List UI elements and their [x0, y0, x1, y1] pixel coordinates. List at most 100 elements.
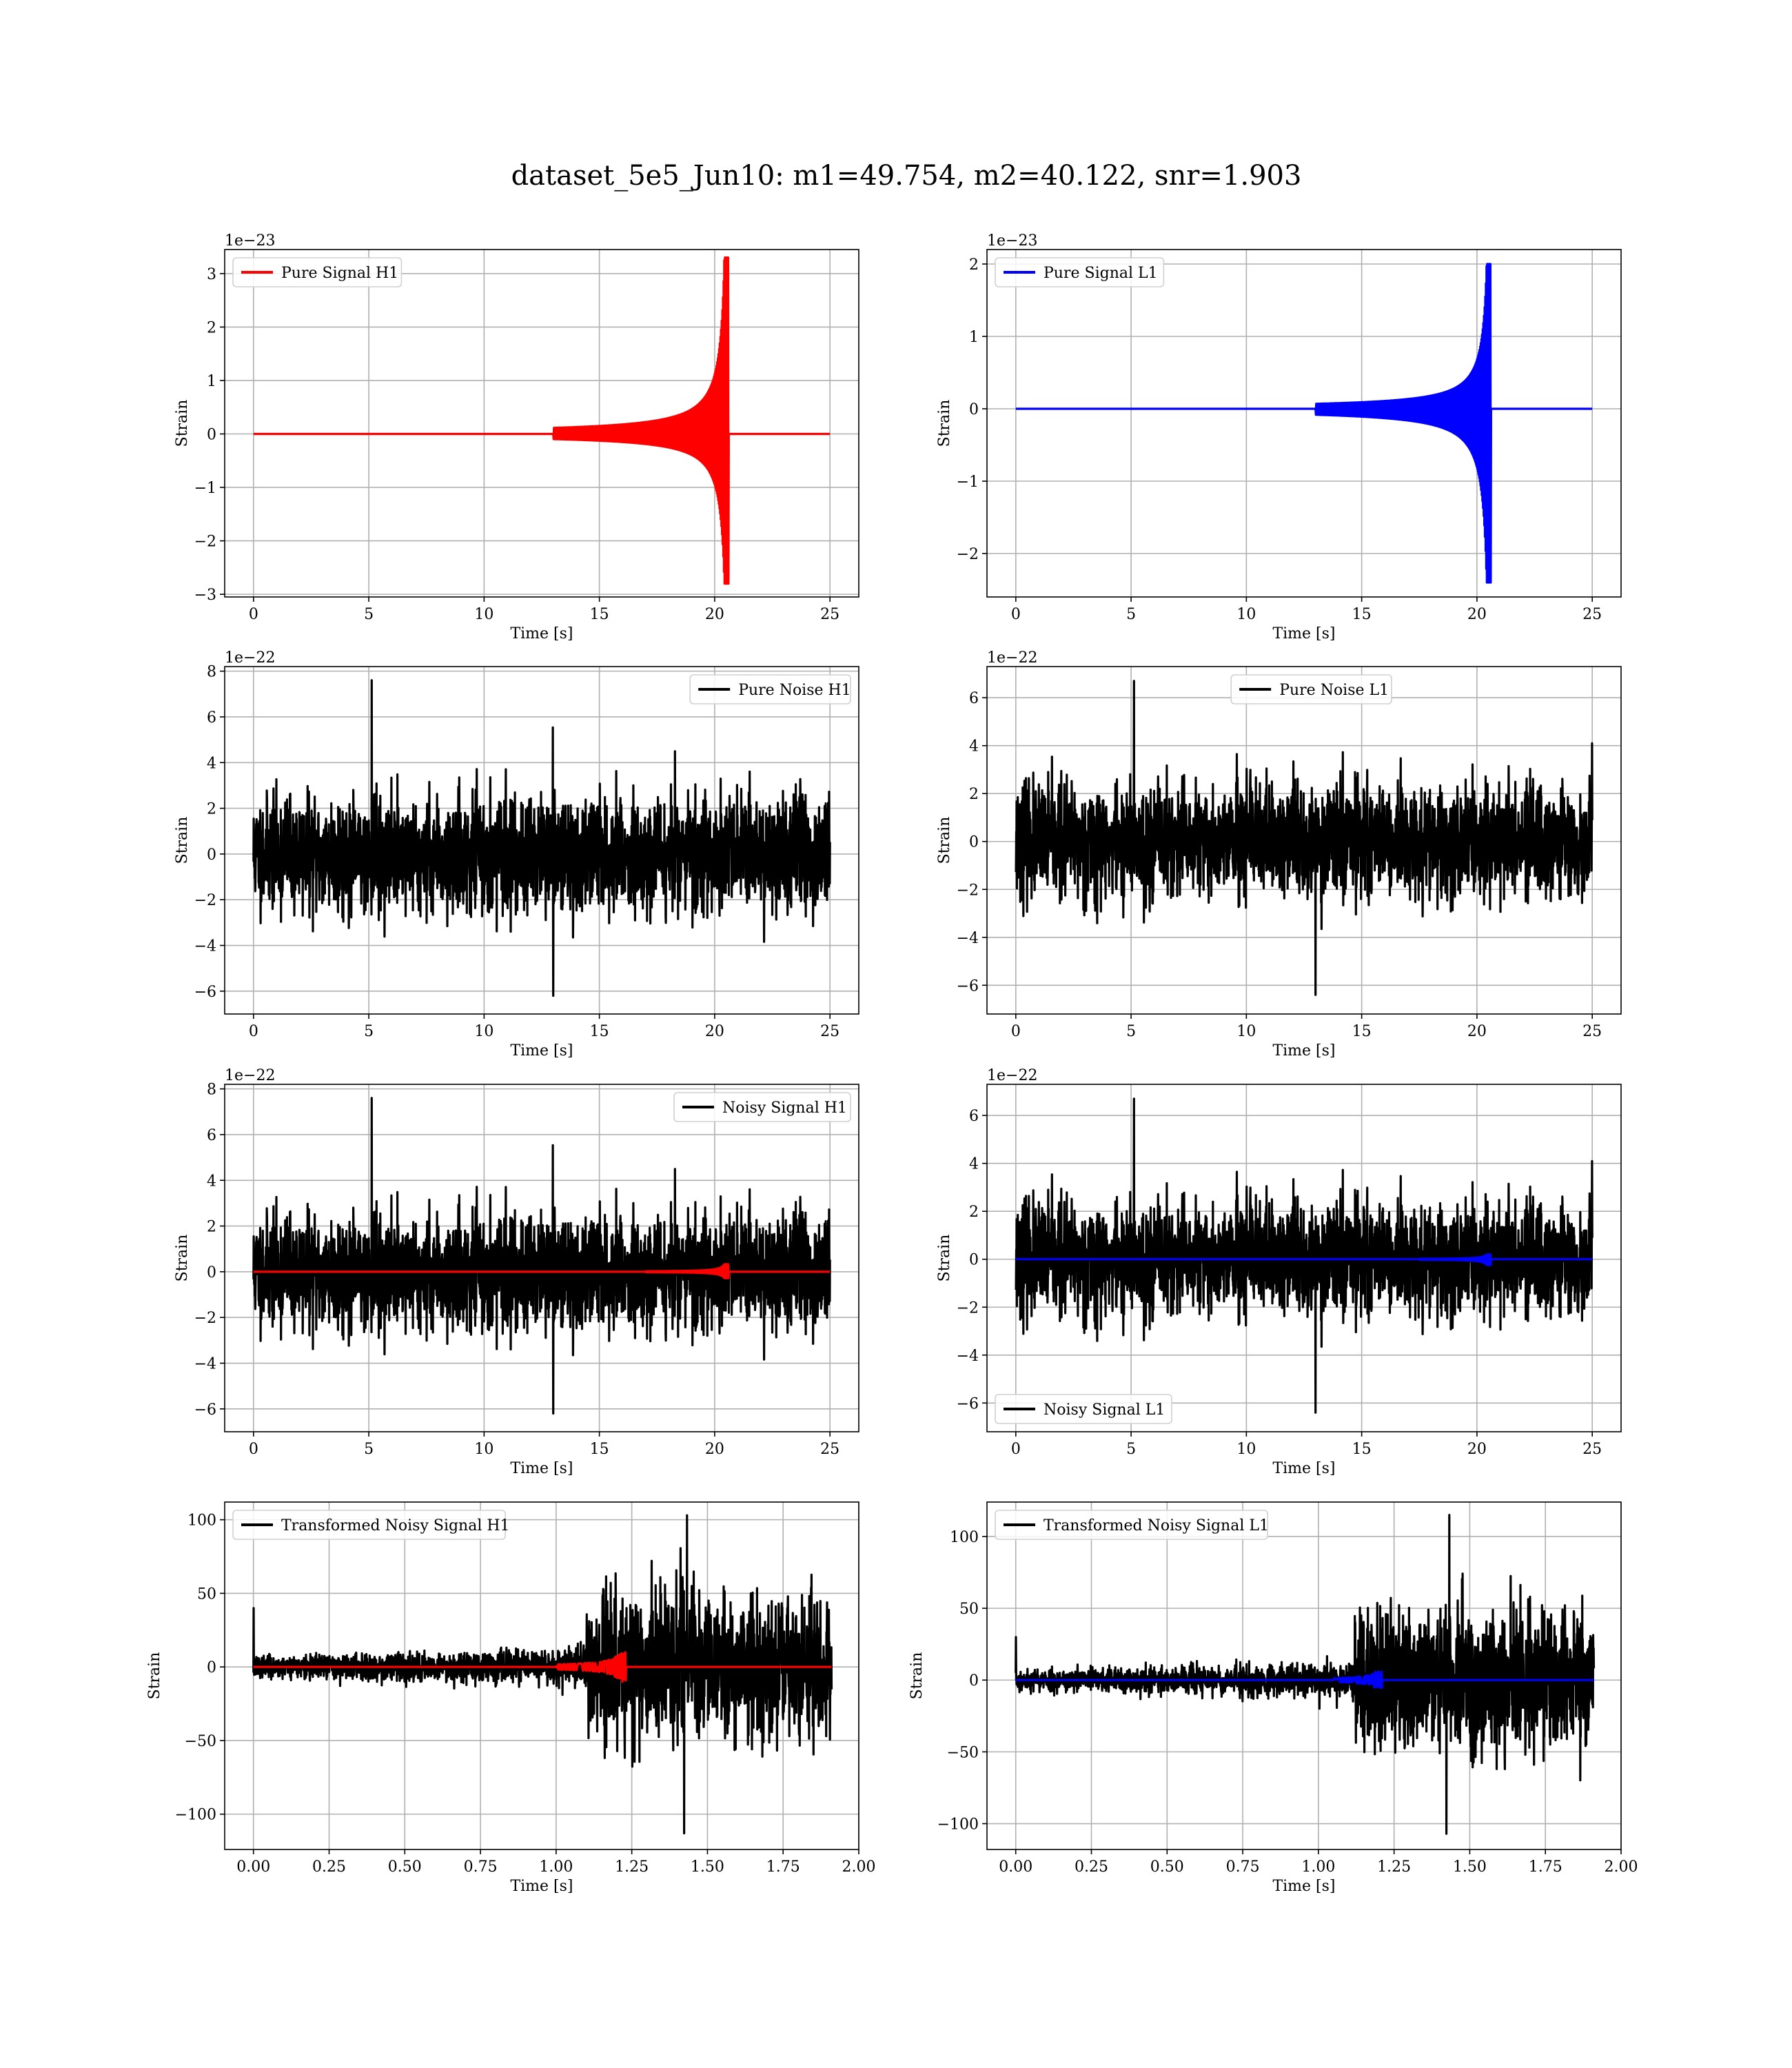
x-tick-label: 0	[1011, 1441, 1021, 1458]
y-tick-label: −1	[957, 474, 979, 491]
x-tick-label: 0.25	[1075, 1858, 1108, 1876]
legend-box	[995, 1510, 1269, 1540]
y-tick-label: 2	[969, 1204, 979, 1221]
y-tick-label: −1	[194, 480, 216, 497]
legend: Pure Noise L1	[1230, 674, 1392, 704]
axes-frame	[224, 249, 859, 598]
plot-area	[1015, 680, 1594, 996]
x-tick-label: 25	[820, 1023, 839, 1040]
x-tick-label: 10	[1236, 1023, 1256, 1040]
x-tick-label: 0	[1011, 606, 1021, 623]
x-tick-label: 10	[1236, 606, 1256, 623]
y-tick-label: −4	[194, 1356, 216, 1373]
x-tick-label: 0	[249, 1441, 258, 1458]
legend-box	[689, 674, 851, 704]
series-line-noisy-signal-l1	[1015, 1097, 1594, 1414]
x-tick-label: 15	[590, 1441, 609, 1458]
y-tick-label: 4	[207, 1173, 216, 1190]
y-tick-label: 4	[969, 738, 979, 756]
x-tick-label: 15	[1352, 1441, 1372, 1458]
x-tick-label: 10	[474, 1023, 493, 1040]
series-line-noisy-signal-h1	[252, 1097, 831, 1415]
y-tick-label: 0	[207, 1659, 216, 1676]
legend-box	[232, 257, 403, 287]
y-tick-label: 8	[207, 664, 216, 681]
y-tick-label: 4	[207, 755, 216, 772]
axes-frame	[224, 1084, 859, 1432]
legend: Noisy Signal H1	[673, 1092, 851, 1122]
y-tick-label: 1	[207, 373, 216, 390]
y-axis-label: Strain	[146, 1652, 163, 1700]
legend: Noisy Signal L1	[995, 1394, 1172, 1424]
y-tick-label: 2	[969, 256, 979, 274]
series-line-pure-signal-l1	[1015, 263, 1594, 584]
chart-panel-transformed-noisy-signal-h1: 0.00 0.25 0.50 0.75 1.00 1.25 1.50 1.75 2.00 −100…	[146, 1501, 875, 1895]
x-tick-label: 5	[364, 1023, 374, 1040]
y-axis-label: Strain	[936, 1235, 953, 1282]
plot-area	[1015, 1097, 1594, 1414]
x-tick-label: 20	[705, 1023, 724, 1040]
x-axis-label: Time [s]	[1272, 1878, 1335, 1895]
chart-panel-pure-signal-h1: 0 5 10 15 20 25 −3 −2 −1 0 1 2 3 Time [s] Strain 1e−23 P…	[174, 232, 859, 642]
y-axis-label: Strain	[936, 817, 953, 864]
plot-area	[252, 256, 831, 585]
x-tick-label: 10	[474, 1441, 493, 1458]
legend: Pure Signal H1	[232, 257, 403, 287]
series-line-pure-signal-h1	[252, 256, 831, 585]
legend-box	[1230, 674, 1392, 704]
legend-label: Pure Noise L1	[1279, 682, 1389, 699]
plot-area	[1015, 263, 1594, 584]
y-tick-label: 2	[207, 319, 216, 336]
legend-label: Noisy Signal L1	[1043, 1401, 1165, 1419]
y-tick-label: −2	[194, 892, 216, 909]
x-tick-label: 20	[1467, 1441, 1487, 1458]
y-tick-label: −50	[947, 1744, 979, 1761]
x-tick-label: 1.25	[615, 1858, 649, 1876]
y-tick-label: 4	[969, 1156, 979, 1173]
series-line-transformed-noisy-signal-h1	[252, 1514, 833, 1835]
axes-frame	[986, 1084, 1622, 1432]
legend: Pure Signal L1	[995, 257, 1165, 287]
x-tick-label: 1.25	[1377, 1858, 1411, 1876]
plot-area	[252, 1097, 831, 1415]
y-tick-label: 0	[969, 1672, 979, 1690]
legend-box	[673, 1092, 851, 1122]
plot-area	[252, 1514, 833, 1835]
x-tick-label: 5	[364, 1441, 374, 1458]
axis-offset-label: 1e−23	[987, 232, 1037, 250]
figure-title: dataset_5e5_Jun10: m1=49.754, m2=40.122,…	[511, 160, 1302, 192]
y-tick-label: −4	[957, 1348, 979, 1365]
y-tick-label: 50	[959, 1601, 979, 1618]
x-tick-label: 25	[1582, 606, 1602, 623]
x-tick-label: 0.50	[1150, 1858, 1184, 1876]
x-tick-label: 15	[1352, 606, 1372, 623]
y-axis-label: Strain	[174, 400, 191, 447]
x-tick-label: 5	[364, 606, 374, 623]
x-tick-label: 0.75	[1226, 1858, 1260, 1876]
y-tick-label: −2	[957, 1299, 979, 1317]
x-axis-label: Time [s]	[1272, 625, 1335, 642]
chart-panel-pure-noise-l1: 0 5 10 15 20 25 −6 −4 −2 0 2 4 6 Time [s] Strain 1e−22 P…	[936, 649, 1622, 1060]
x-tick-label: 15	[590, 606, 609, 623]
y-axis-label: Strain	[908, 1652, 926, 1700]
y-tick-label: −6	[194, 984, 216, 1001]
y-tick-label: 2	[969, 786, 979, 803]
y-tick-label: −100	[175, 1807, 216, 1824]
y-tick-label: −2	[957, 882, 979, 899]
axis-offset-label: 1e−22	[987, 1067, 1037, 1084]
legend: Pure Noise H1	[689, 674, 851, 704]
x-tick-label: 0	[249, 1023, 258, 1040]
y-tick-label: −6	[957, 977, 979, 995]
legend-label: Pure Signal L1	[1043, 265, 1158, 282]
x-tick-label: 20	[1467, 1023, 1487, 1040]
x-tick-label: 1.00	[1301, 1858, 1335, 1876]
x-tick-label: 25	[820, 606, 839, 623]
legend-label: Transformed Noisy Signal H1	[281, 1517, 510, 1534]
x-tick-label: 1.50	[1453, 1858, 1487, 1876]
x-tick-label: 5	[1126, 606, 1136, 623]
y-tick-label: 6	[207, 709, 216, 727]
y-tick-label: 6	[969, 690, 979, 707]
x-tick-label: 10	[474, 606, 493, 623]
y-tick-label: 3	[207, 266, 216, 283]
series-line-overlay-1	[252, 1263, 831, 1279]
